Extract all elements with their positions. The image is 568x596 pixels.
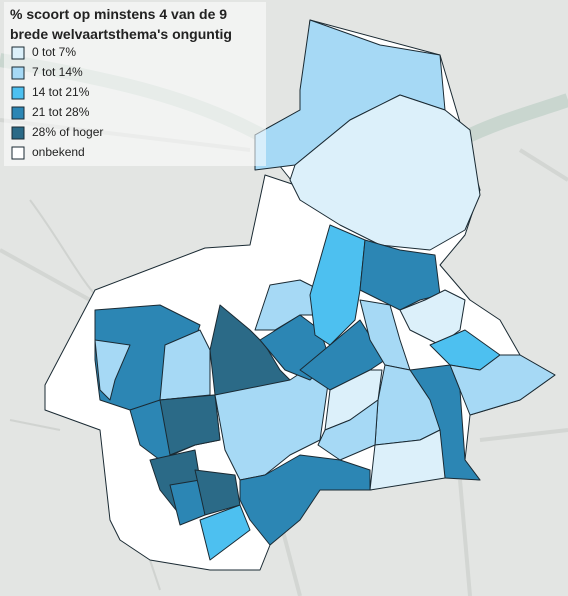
legend-label: 21 tot 28% bbox=[32, 105, 90, 119]
legend-swatch bbox=[11, 146, 25, 160]
district bbox=[194, 469, 241, 516]
district bbox=[199, 504, 251, 561]
district bbox=[317, 399, 379, 461]
legend-swatch bbox=[11, 86, 25, 100]
legend-swatch bbox=[11, 46, 25, 60]
legend-label: 0 tot 7% bbox=[32, 45, 76, 59]
district bbox=[94, 339, 131, 401]
legend-label: 14 tot 21% bbox=[32, 85, 90, 99]
legend-label: 28% of hoger bbox=[32, 125, 103, 139]
district bbox=[359, 239, 441, 311]
district bbox=[369, 429, 446, 491]
legend-swatch bbox=[11, 106, 25, 120]
legend-swatch bbox=[11, 66, 25, 80]
legend-background bbox=[4, 2, 266, 166]
district bbox=[159, 394, 221, 456]
district bbox=[289, 94, 481, 251]
legend-label: onbekend bbox=[32, 145, 85, 159]
district bbox=[449, 354, 556, 416]
district bbox=[399, 289, 466, 346]
district bbox=[239, 454, 371, 546]
legend-swatch bbox=[11, 126, 25, 140]
legend: % scoort op minstens 4 van de 9 brede wel… bbox=[4, 2, 266, 166]
districts bbox=[44, 19, 556, 571]
map-title: brede welvaartsthema's onguntig bbox=[10, 26, 232, 42]
map-title: % scoort op minstens 4 van de 9 bbox=[10, 6, 227, 22]
legend-label: 7 tot 14% bbox=[32, 65, 83, 79]
district bbox=[159, 329, 211, 401]
